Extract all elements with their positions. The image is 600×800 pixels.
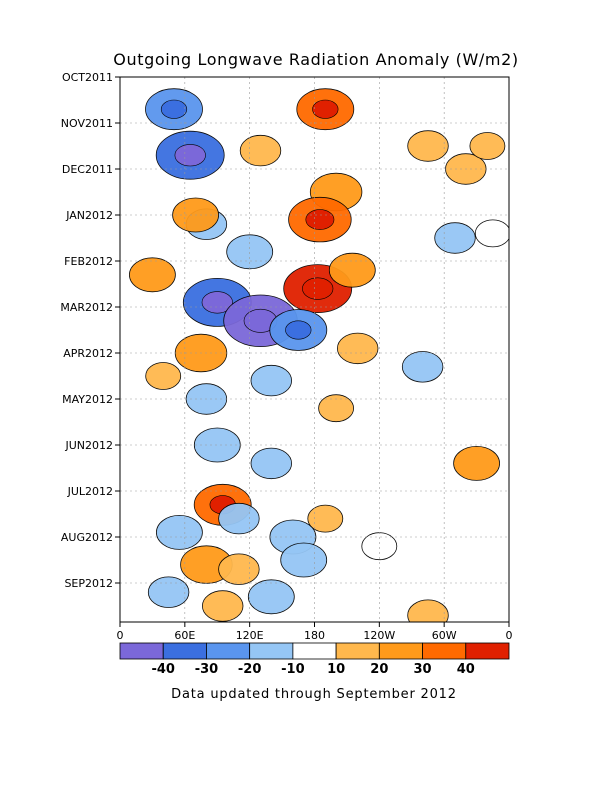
colorbar-swatch — [249, 642, 294, 660]
anomaly-region-9 — [328, 252, 376, 288]
anomaly-core-7 — [305, 209, 335, 230]
colorbar-swatch — [206, 642, 251, 660]
y-tick-label: OCT2011 — [62, 71, 113, 84]
anomaly-region-26 — [250, 364, 292, 397]
anomaly-region-37 — [218, 553, 260, 585]
colorbar-tick-label: -40 — [151, 662, 175, 677]
colorbar-swatch — [378, 642, 423, 660]
anomaly-core-20 — [285, 320, 312, 340]
anomaly-region-40 — [247, 579, 295, 615]
anomaly-region-11 — [469, 132, 506, 160]
anomaly-region-32 — [307, 504, 344, 533]
anomaly-region-42 — [407, 599, 449, 622]
y-tick-label: AUG2012 — [61, 531, 113, 544]
colorbar-tick-label: 10 — [327, 662, 345, 677]
colorbar-swatch — [292, 642, 337, 660]
y-tick-label: DEC2011 — [62, 163, 113, 176]
anomaly-region-24 — [401, 351, 444, 383]
anomaly-region-34 — [218, 502, 260, 535]
colorbar-tick-label: -30 — [195, 662, 219, 677]
y-axis: OCT2011 NOV2011 DEC2011 JAN2012 FEB2012 MAR20… — [60, 71, 120, 590]
colorbar-swatch — [465, 642, 510, 660]
chart-title: Outgoing Longwave Radiation Anomaly (W/m… — [113, 50, 518, 69]
colorbar-tick-label: -10 — [281, 662, 305, 677]
colorbar-legend: -40 -30 -20 -10 10 20 30 40 — [119, 642, 510, 677]
anomaly-core-3 — [174, 144, 206, 167]
x-tick-label: 60E — [174, 629, 195, 642]
anomaly-region-38 — [280, 542, 328, 578]
anomaly-region-21 — [337, 332, 379, 365]
y-tick-label: JUL2012 — [67, 485, 113, 498]
x-tick-label: 180 — [304, 629, 325, 642]
anomaly-region-1 — [407, 130, 449, 162]
y-tick-label: MAY2012 — [62, 393, 113, 406]
anomaly-region-4 — [239, 134, 282, 167]
anomaly-core-5 — [312, 99, 339, 119]
x-tick-label: 60W — [432, 629, 457, 642]
colorbar-tick-label: 40 — [457, 662, 475, 677]
footer-update-note: Data updated through September 2012 — [171, 687, 457, 702]
anomaly-core-2 — [160, 99, 188, 119]
x-tick-label: 0 — [506, 629, 513, 642]
y-tick-label: FEB2012 — [64, 255, 113, 268]
y-tick-label: APR2012 — [63, 347, 113, 360]
y-tick-label: NOV2011 — [61, 117, 113, 130]
anomaly-core-18 — [201, 291, 233, 314]
y-tick-label: SEP2012 — [64, 577, 113, 590]
colorbar-swatch — [119, 642, 164, 660]
y-tick-label: JUN2012 — [64, 439, 113, 452]
y-tick-label: MAR2012 — [60, 301, 113, 314]
anomaly-region-33 — [155, 515, 203, 550]
y-tick-label: JAN2012 — [65, 209, 113, 222]
x-tick-label: 120E — [236, 629, 264, 642]
anomaly-region-13 — [474, 219, 509, 248]
x-tick-label: 0 — [117, 629, 124, 642]
anomaly-region-23 — [145, 362, 182, 390]
colorbar-tick-label: -20 — [238, 662, 262, 677]
anomaly-core-8 — [302, 277, 334, 300]
anomaly-region-43 — [147, 576, 190, 608]
anomaly-region-12 — [434, 222, 476, 254]
anomaly-region-30 — [250, 447, 292, 480]
x-tick-label: 120W — [363, 629, 395, 642]
x-axis: 0 60E 120E 180 120W 60W 0 — [117, 622, 513, 642]
colorbar-swatch — [422, 642, 467, 660]
colorbar-swatch — [335, 642, 380, 660]
plot-area — [120, 77, 509, 622]
anomaly-region-27 — [318, 394, 355, 423]
anomaly-region-15 — [128, 257, 176, 293]
colorbar-tick-label: 30 — [414, 662, 432, 677]
colorbar-swatch — [162, 642, 207, 660]
anomaly-region-41 — [201, 590, 244, 622]
anomaly-region-28 — [453, 445, 501, 481]
colorbar-tick-label: 20 — [370, 662, 388, 677]
